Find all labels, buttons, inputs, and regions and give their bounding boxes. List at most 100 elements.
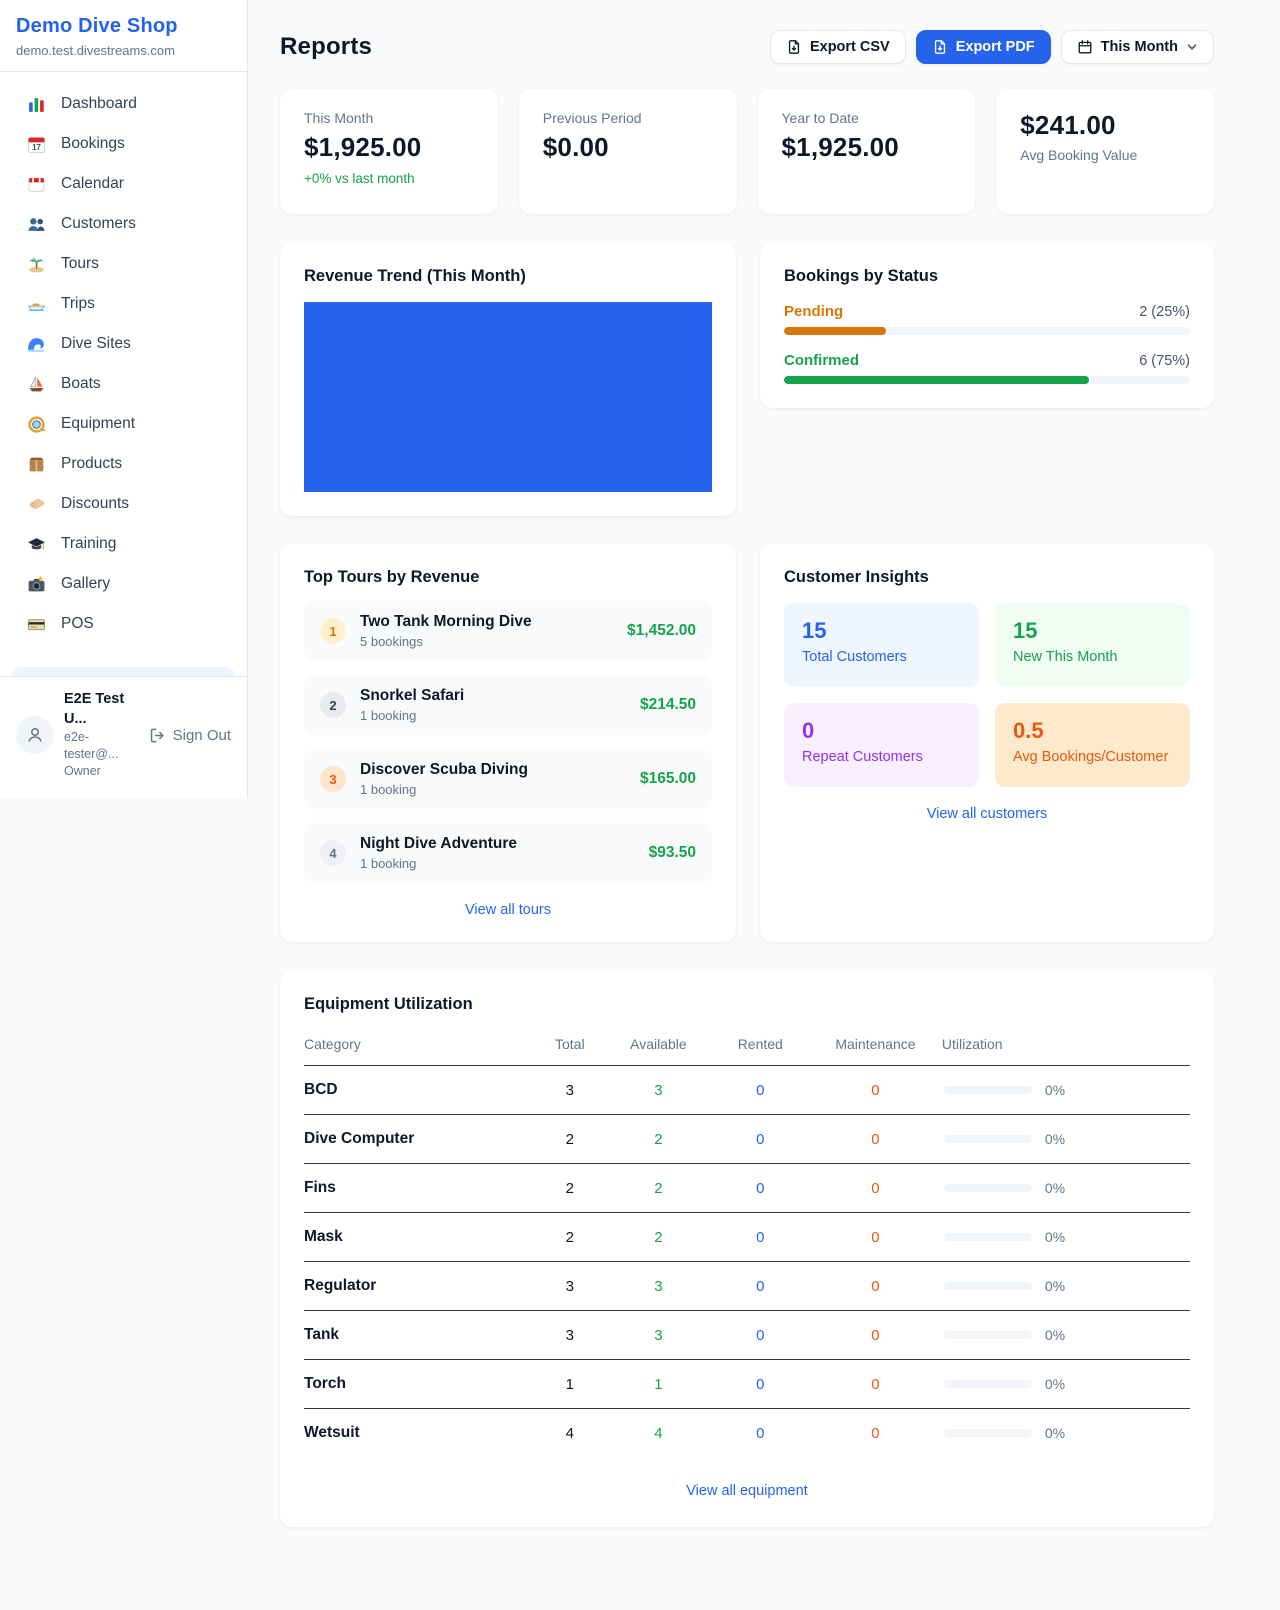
tour-amount: $1,452.00 xyxy=(627,622,696,639)
period-dropdown[interactable]: This Month xyxy=(1060,30,1214,64)
stat-delta: +0% vs last month xyxy=(304,171,415,186)
utilization-track xyxy=(943,1429,1032,1437)
table-row: Torch 1 1 0 0 0% xyxy=(304,1359,1190,1409)
sidebar-item-tours[interactable]: Tours xyxy=(0,244,247,284)
col-header-rented: Rented xyxy=(711,1026,809,1066)
tile-total-customers: 15 Total Customers xyxy=(784,603,979,687)
utilization-percent: 0% xyxy=(1044,1278,1066,1294)
utilization-percent: 0% xyxy=(1044,1131,1066,1147)
sidebar-item-bookings[interactable]: 17 Bookings xyxy=(0,124,247,164)
revenue-trend-chart xyxy=(304,302,712,492)
equipment-table: Category Total Available Rented Maintena… xyxy=(304,1026,1190,1457)
sidebar-item-label: Calendar xyxy=(61,175,124,192)
col-header-category: Category xyxy=(304,1026,535,1066)
sidebar-item-label: POS xyxy=(61,615,94,632)
tour-name: Snorkel Safari xyxy=(360,687,465,704)
col-header-available: Available xyxy=(605,1026,712,1066)
status-row-pending: Pending 2 (25%) xyxy=(784,303,1190,335)
sidebar-item-label: Customers xyxy=(61,215,136,232)
sidebar-item-boats[interactable]: Boats xyxy=(0,364,247,404)
table-row: Tank 3 3 0 0 0% xyxy=(304,1310,1190,1360)
view-all-customers-link[interactable]: View all customers xyxy=(926,806,1048,822)
utilization-track xyxy=(943,1233,1032,1241)
col-header-utilization: Utilization xyxy=(941,1026,1190,1066)
sidebar-item-customers[interactable]: Customers xyxy=(0,204,247,244)
sidebar-item-pos[interactable]: POS xyxy=(0,604,247,644)
sidebar-item-label: Boats xyxy=(61,375,101,392)
tour-row: 1 Two Tank Morning Dive 5 bookings $1,45… xyxy=(304,601,712,661)
utilization-track xyxy=(943,1086,1032,1094)
user-email: e2e-tester@... xyxy=(64,730,119,762)
tag-icon xyxy=(27,495,46,514)
sign-out-button[interactable]: Sign Out xyxy=(149,727,231,744)
tour-bookings: 5 bookings xyxy=(360,634,423,649)
stat-value: $0.00 xyxy=(542,132,609,162)
insight-tiles: 15 Total Customers 15 New This Month 0 R… xyxy=(784,603,1190,787)
credit-card-icon xyxy=(27,615,46,634)
calendar-pad-icon xyxy=(27,175,46,194)
calendar-17-icon: 17 xyxy=(27,135,46,154)
tile-label: Avg Bookings/Customer xyxy=(1013,749,1169,765)
sidebar-item-dive-sites[interactable]: Dive Sites xyxy=(0,324,247,364)
camera-icon xyxy=(27,575,46,594)
progress-fill xyxy=(784,376,1089,384)
sidebar-item-label: Discounts xyxy=(61,495,130,512)
stat-label: Year to Date xyxy=(781,110,859,126)
equipment-utilization-card: Equipment Utilization Category Total Ava… xyxy=(280,971,1214,1527)
status-count: 6 (75%) xyxy=(1139,353,1190,369)
utilization-track xyxy=(943,1282,1032,1290)
equipment-utilization-title: Equipment Utilization xyxy=(304,995,473,1013)
view-all-tours-link[interactable]: View all tours xyxy=(465,902,551,918)
logout-icon xyxy=(150,728,164,743)
stat-label: Avg Booking Value xyxy=(1020,147,1138,163)
sidebar-item-calendar[interactable]: Calendar xyxy=(0,164,247,204)
sidebar-item-label: Trips xyxy=(61,295,95,312)
utilization-track xyxy=(943,1135,1032,1143)
export-csv-button[interactable]: Export CSV xyxy=(769,30,906,64)
table-row: Wetsuit 4 4 0 0 0% xyxy=(304,1424,1066,1442)
bookings-by-status-card: Bookings by Status Pending 2 (25%) Confi… xyxy=(760,243,1214,408)
tour-amount: $214.50 xyxy=(639,696,696,713)
user-section: E2E Test U... e2e-tester@... Owner Sign … xyxy=(0,676,247,798)
sidebar-item-gallery[interactable]: Gallery xyxy=(0,564,247,604)
utilization-track xyxy=(943,1331,1032,1339)
stat-value: $1,925.00 xyxy=(304,132,422,162)
sidebar-nav: Dashboard 17 Bookings Calendar Customers… xyxy=(0,72,247,667)
sidebar-item-discounts[interactable]: Discounts xyxy=(0,484,247,524)
utilization-percent: 0% xyxy=(1044,1425,1066,1441)
tour-name: Two Tank Morning Dive xyxy=(360,613,532,630)
tour-bookings: 1 booking xyxy=(360,782,417,797)
sidebar-item-reports-active-clipped[interactable] xyxy=(12,667,235,677)
customer-insights-card: Customer Insights 15 Total Customers 15 … xyxy=(760,544,1214,942)
progress-fill xyxy=(784,327,886,335)
svg-text:17: 17 xyxy=(32,142,41,151)
sidebar-item-training[interactable]: Training xyxy=(0,524,247,564)
tour-bookings: 1 booking xyxy=(360,708,417,723)
header-actions: Export CSV Export PDF This Month xyxy=(769,30,1214,64)
tile-value: 15 xyxy=(802,618,827,643)
stat-label: This Month xyxy=(304,110,374,126)
sidebar-item-label: Dive Sites xyxy=(61,335,131,352)
status-label: Confirmed xyxy=(784,352,859,369)
sidebar-item-dashboard[interactable]: Dashboard xyxy=(0,84,247,124)
sidebar-item-equipment[interactable]: Equipment xyxy=(0,404,247,444)
sidebar-item-trips[interactable]: Trips xyxy=(0,284,247,324)
sailboat-icon xyxy=(27,375,46,394)
tile-label: New This Month xyxy=(1013,649,1118,665)
tile-label: Total Customers xyxy=(802,649,907,665)
utilization-track xyxy=(943,1184,1032,1192)
view-all-equipment-link[interactable]: View all equipment xyxy=(686,1483,808,1499)
tile-value: 15 xyxy=(1013,618,1038,643)
tour-name: Night Dive Adventure xyxy=(360,835,518,852)
sidebar-item-label: Bookings xyxy=(61,135,125,152)
sign-out-label: Sign Out xyxy=(172,726,231,744)
export-pdf-button[interactable]: Export PDF xyxy=(915,30,1051,64)
sidebar-item-products[interactable]: Products xyxy=(0,444,247,484)
tour-amount: $93.50 xyxy=(648,844,696,861)
tile-label: Repeat Customers xyxy=(802,749,923,765)
stat-card-this-month: This Month $1,925.00 +0% vs last month xyxy=(280,89,498,214)
revenue-trend-title: Revenue Trend (This Month) xyxy=(304,267,526,285)
table-row: Regulator 3 3 0 0 0% xyxy=(304,1261,1190,1311)
period-label: This Month xyxy=(1100,39,1178,55)
utilization-track xyxy=(943,1380,1032,1388)
